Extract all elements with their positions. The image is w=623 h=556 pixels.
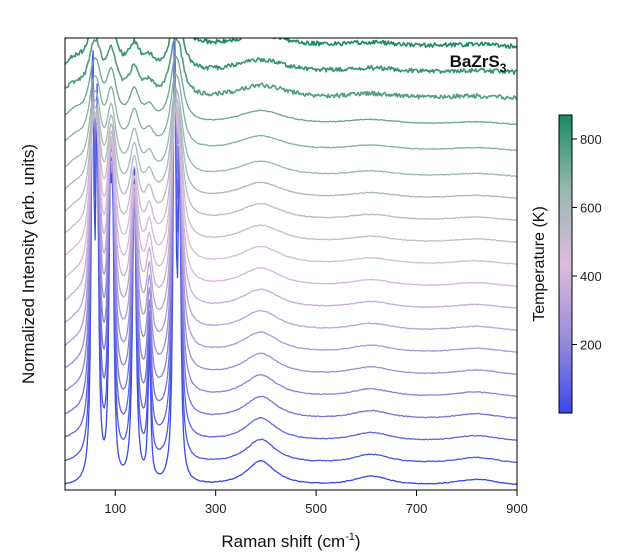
spectrum-line-17 [65,38,517,101]
colorbar-tick-label-1: 400 [580,269,602,284]
spectrum-line-7 [65,99,517,331]
colorbar-tick-label-0: 200 [580,337,602,352]
spectrum-line-1 [65,38,517,464]
spectrum-line-4 [65,67,517,398]
colorbar-ticks: 200 400 600 800 [572,132,602,352]
colorbar-tick-label-2: 600 [580,200,602,215]
spectrum-line-5 [65,80,517,376]
x-tick-label-2: 500 [305,501,327,516]
spectrum-line-16 [65,56,517,126]
x-tick-label-0: 100 [104,501,126,516]
spectrum-line-10 [65,108,517,266]
spectrum-line-9 [65,108,517,288]
colorbar-title: Temperature (K) [531,206,548,322]
spectrum-line-0 [65,38,517,485]
spectrum-line-3 [65,51,517,419]
colorbar [558,114,573,414]
spectrum-line-15 [65,72,517,151]
x-tick-label-3: 700 [406,501,428,516]
spectrum-line-11 [65,107,517,244]
x-axis-ticks: 100 300 500 700 900 [104,490,528,516]
y-axis-title: Normalized Intensity (arb. units) [19,144,38,384]
spectrum-line-14 [65,87,517,177]
series-group [65,38,517,485]
spectrum-line-8 [65,105,517,309]
x-tick-label-4: 900 [506,501,528,516]
x-axis-title: Raman shift (cm-1) [221,531,360,551]
chart-title: BaZrS3 [450,52,507,75]
spectrum-line-2 [65,38,517,441]
spectrum-line-13 [65,96,517,200]
spectrum-line-12 [65,103,517,221]
colorbar-tick-label-3: 800 [580,132,602,147]
spectrum-line-6 [65,91,517,353]
x-tick-label-1: 300 [205,501,227,516]
spectrum-line-18 [65,38,517,75]
plot-frame [64,37,518,491]
spectrum-line-19 [65,38,517,49]
